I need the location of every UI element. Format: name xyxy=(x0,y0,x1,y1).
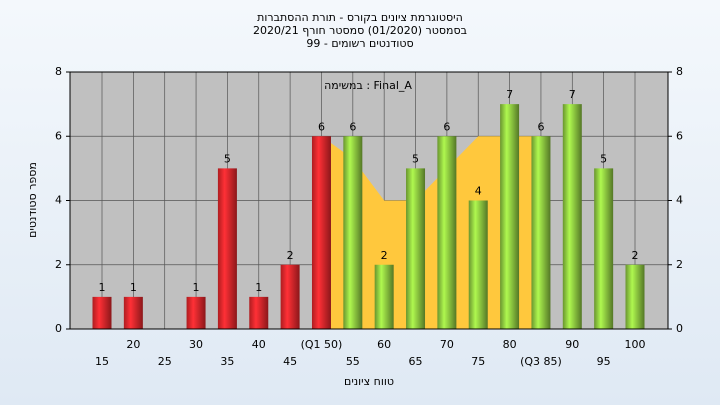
bar xyxy=(625,264,645,329)
x-tick-label: 20 xyxy=(126,338,140,351)
x-tick-label: 35 xyxy=(220,355,234,368)
bar xyxy=(343,136,363,329)
x-tick-label: 55 xyxy=(346,355,360,368)
x-tick-label: (Q3 85) xyxy=(520,355,562,368)
data-label: 2 xyxy=(381,249,388,262)
data-label: 6 xyxy=(443,120,450,133)
bar xyxy=(531,136,551,329)
x-tick-label: 25 xyxy=(158,355,172,368)
x-tick-label: 45 xyxy=(283,355,297,368)
chart-title: בסמסטר (01/2020) סמסטר חורף 2020/21 xyxy=(253,24,467,37)
y2-tick-label: 4 xyxy=(676,194,683,207)
data-label: 5 xyxy=(224,152,231,165)
bar xyxy=(186,296,206,329)
x-tick-label: 40 xyxy=(252,338,266,351)
bar xyxy=(437,136,457,329)
data-label: 7 xyxy=(569,88,576,101)
data-label: 7 xyxy=(506,88,513,101)
bar xyxy=(562,104,582,329)
bar xyxy=(249,296,269,329)
bar xyxy=(92,296,112,329)
x-tick-label: 95 xyxy=(597,355,611,368)
y-tick-label: 6 xyxy=(55,129,62,142)
y-axis-label: מספר סטודנטים xyxy=(26,162,39,238)
x-tick-label: 15 xyxy=(95,355,109,368)
bar xyxy=(311,136,331,329)
data-label: 5 xyxy=(600,152,607,165)
chart-title: סטודנטים רשומים - 99 xyxy=(306,37,413,50)
bar xyxy=(500,104,520,329)
data-label: 2 xyxy=(632,249,639,262)
chart-title: היסטוגרמת ציונים בקורס - תורת ההסתברות xyxy=(257,11,463,24)
y2-tick-label: 0 xyxy=(676,322,683,335)
data-label: 4 xyxy=(475,185,482,198)
x-axis-label: טווח ציונים xyxy=(344,375,394,388)
x-tick-label: (Q1 50) xyxy=(301,338,343,351)
x-tick-label: 90 xyxy=(565,338,579,351)
x-tick-label: 65 xyxy=(409,355,423,368)
data-label: 5 xyxy=(412,152,419,165)
x-tick-label: 70 xyxy=(440,338,454,351)
data-label: 1 xyxy=(193,281,200,294)
y2-tick-label: 2 xyxy=(676,258,683,271)
bar xyxy=(123,296,143,329)
y-tick-label: 4 xyxy=(55,194,62,207)
data-label: 6 xyxy=(318,120,325,133)
data-label: 6 xyxy=(349,120,356,133)
bar xyxy=(374,264,394,329)
y-tick-label: 8 xyxy=(55,65,62,78)
annotation: במשימה : Final_A xyxy=(324,79,412,92)
bar xyxy=(280,264,300,329)
y-tick-label: 0 xyxy=(55,322,62,335)
bar xyxy=(406,168,426,329)
data-label: 1 xyxy=(99,281,106,294)
x-tick-label: 80 xyxy=(503,338,517,351)
y2-tick-label: 8 xyxy=(676,65,683,78)
x-tick-label: 60 xyxy=(377,338,391,351)
data-label: 2 xyxy=(287,249,294,262)
data-label: 1 xyxy=(255,281,262,294)
y2-tick-label: 6 xyxy=(676,129,683,142)
bar xyxy=(594,168,614,329)
data-label: 1 xyxy=(130,281,137,294)
plot-border xyxy=(69,71,669,330)
x-tick-label: 100 xyxy=(625,338,646,351)
bar xyxy=(468,200,488,329)
x-tick-label: 75 xyxy=(471,355,485,368)
x-tick-label: 30 xyxy=(189,338,203,351)
data-label: 6 xyxy=(537,120,544,133)
bar xyxy=(217,168,237,329)
y-tick-label: 2 xyxy=(55,258,62,271)
